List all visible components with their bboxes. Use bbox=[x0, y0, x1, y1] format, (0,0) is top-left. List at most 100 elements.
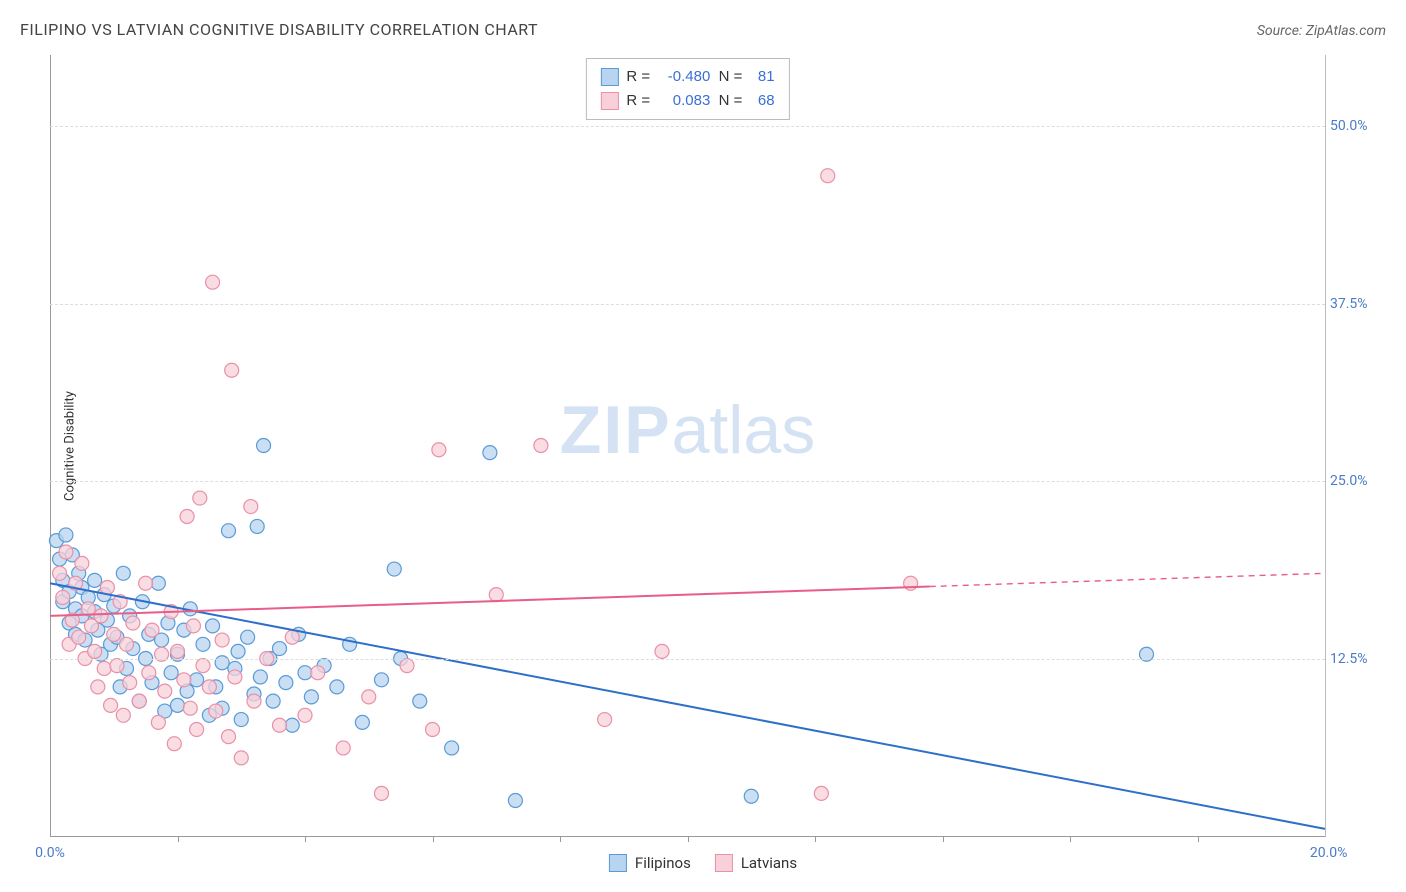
scatter-point bbox=[104, 698, 118, 712]
trend-line bbox=[50, 583, 1325, 829]
scatter-point bbox=[120, 637, 134, 651]
scatter-point bbox=[151, 576, 165, 590]
scatter-point bbox=[598, 713, 612, 727]
scatter-point bbox=[177, 673, 191, 687]
scatter-point bbox=[375, 673, 389, 687]
xtick bbox=[560, 836, 561, 842]
scatter-point bbox=[126, 616, 140, 630]
scatter-point bbox=[116, 708, 130, 722]
scatter-point bbox=[234, 713, 248, 727]
scatter-point bbox=[209, 704, 223, 718]
scatter-point bbox=[167, 737, 181, 751]
scatter-point bbox=[534, 439, 548, 453]
correlation-legend-box: R = -0.480 N = 81R = 0.083 N = 68 bbox=[585, 58, 789, 120]
scatter-point bbox=[244, 500, 258, 514]
scatter-point bbox=[91, 680, 105, 694]
scatter-point bbox=[145, 623, 159, 637]
ytick-label: 50.0% bbox=[1330, 118, 1380, 134]
scatter-point bbox=[88, 573, 102, 587]
scatter-point bbox=[142, 666, 156, 680]
xtick-label-origin: 0.0% bbox=[35, 845, 65, 861]
legend-swatch bbox=[600, 92, 618, 110]
legend-swatch bbox=[600, 68, 618, 86]
scatter-point bbox=[215, 633, 229, 647]
legend-row: R = -0.480 N = 81 bbox=[600, 65, 774, 89]
scatter-point bbox=[285, 630, 299, 644]
xtick bbox=[943, 836, 944, 842]
gridline bbox=[50, 481, 1325, 482]
scatter-point bbox=[158, 684, 172, 698]
scatter-point bbox=[247, 694, 261, 708]
scatter-point bbox=[336, 741, 350, 755]
scatter-point bbox=[483, 446, 497, 460]
scatter-point bbox=[164, 666, 178, 680]
scatter-point bbox=[362, 690, 376, 704]
scatter-point bbox=[426, 723, 440, 737]
gridline bbox=[50, 304, 1325, 305]
series-legend-item: Latvians bbox=[715, 854, 797, 872]
legend-swatch bbox=[609, 854, 627, 872]
scatter-point bbox=[180, 510, 194, 524]
scatter-point bbox=[400, 659, 414, 673]
scatter-point bbox=[311, 666, 325, 680]
legend-stats: R = -0.480 N = 81 bbox=[626, 65, 774, 89]
scatter-point bbox=[445, 741, 459, 755]
scatter-point bbox=[355, 715, 369, 729]
scatter-point bbox=[171, 644, 185, 658]
scatter-point bbox=[298, 666, 312, 680]
xtick-label-end: 20.0% bbox=[1310, 845, 1348, 861]
scatter-point bbox=[330, 680, 344, 694]
scatter-point bbox=[206, 275, 220, 289]
series-legend-item: Filipinos bbox=[609, 854, 691, 872]
scatter-point bbox=[655, 644, 669, 658]
scatter-point bbox=[59, 528, 73, 542]
scatter-point bbox=[387, 562, 401, 576]
scatter-point bbox=[508, 794, 522, 808]
xtick bbox=[178, 836, 179, 842]
scatter-point bbox=[116, 566, 130, 580]
scatter-point bbox=[250, 519, 264, 533]
scatter-point bbox=[298, 708, 312, 722]
scatter-point bbox=[821, 169, 835, 183]
ytick-label: 37.5% bbox=[1330, 296, 1380, 312]
scatter-point bbox=[107, 627, 121, 641]
scatter-point bbox=[222, 524, 236, 538]
scatter-point bbox=[94, 609, 108, 623]
xtick bbox=[433, 836, 434, 842]
scatter-point bbox=[489, 588, 503, 602]
scatter-point bbox=[375, 786, 389, 800]
chart-title: FILIPINO VS LATVIAN COGNITIVE DISABILITY… bbox=[20, 20, 538, 39]
scatter-point bbox=[123, 676, 137, 690]
scatter-point bbox=[202, 680, 216, 694]
scatter-point bbox=[53, 566, 67, 580]
scatter-point bbox=[279, 676, 293, 690]
gridline bbox=[50, 659, 1325, 660]
gridline bbox=[50, 126, 1325, 127]
scatter-point bbox=[744, 789, 758, 803]
scatter-point bbox=[273, 718, 287, 732]
source-attribution: Source: ZipAtlas.com bbox=[1257, 23, 1386, 39]
scatter-point bbox=[304, 690, 318, 704]
scatter-point bbox=[193, 491, 207, 505]
scatter-point bbox=[241, 630, 255, 644]
legend-stats: R = 0.083 N = 68 bbox=[626, 89, 774, 113]
scatter-point bbox=[266, 694, 280, 708]
scatter-point bbox=[59, 545, 73, 559]
scatter-point bbox=[257, 439, 271, 453]
xtick bbox=[305, 836, 306, 842]
scatter-point bbox=[228, 670, 242, 684]
ytick-label: 12.5% bbox=[1330, 651, 1380, 667]
xtick bbox=[815, 836, 816, 842]
scatter-point bbox=[413, 694, 427, 708]
scatter-point bbox=[253, 670, 267, 684]
chart-container: Cognitive Disability ZIPatlas R = -0.480… bbox=[50, 55, 1386, 837]
scatter-point bbox=[72, 630, 86, 644]
plot-area: ZIPatlas R = -0.480 N = 81R = 0.083 N = … bbox=[50, 55, 1326, 837]
scatter-point bbox=[139, 576, 153, 590]
scatter-point bbox=[231, 644, 245, 658]
scatter-point bbox=[234, 751, 248, 765]
scatter-point bbox=[132, 694, 146, 708]
scatter-point bbox=[186, 619, 200, 633]
ytick-label: 25.0% bbox=[1330, 473, 1380, 489]
scatter-point bbox=[190, 723, 204, 737]
